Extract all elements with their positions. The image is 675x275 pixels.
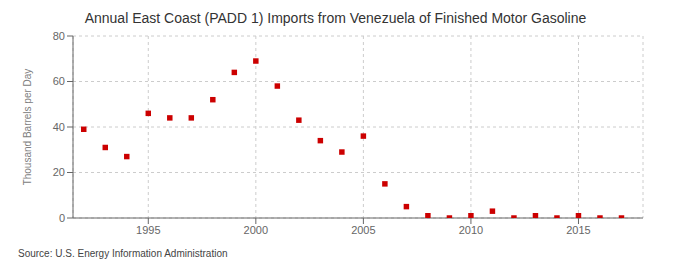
svg-text:40: 40	[53, 121, 65, 133]
svg-text:60: 60	[53, 75, 65, 87]
html-text:Annual East Coast (PADD 1) Imp: Annual East Coast (PADD 1) Imports from …	[84, 10, 587, 26]
svg-text:2005: 2005	[351, 224, 375, 236]
svg-text:20: 20	[53, 166, 65, 178]
svg-text:2015: 2015	[566, 224, 590, 236]
svg-text:2010: 2010	[459, 224, 483, 236]
html-text:Source: U.S. Energy Informatio: Source: U.S. Energy Information Administ…	[18, 248, 228, 259]
svg-text:1995: 1995	[136, 224, 160, 236]
svg-text:2000: 2000	[244, 224, 268, 236]
svg-text:80: 80	[53, 30, 65, 42]
svg-text:0: 0	[59, 212, 65, 224]
svg-text:Thousand Barrels per Day: Thousand Barrels per Day	[22, 69, 33, 186]
